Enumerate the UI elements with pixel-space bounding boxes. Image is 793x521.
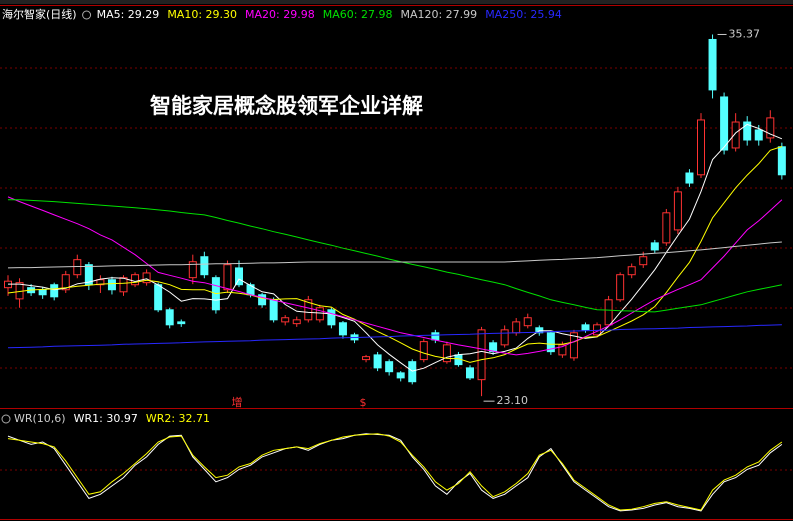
ma-line [8, 199, 783, 313]
wr-line [7, 433, 783, 512]
chart-title: WR(10,6) [14, 412, 66, 425]
extreme-label: 23.10 [497, 394, 529, 407]
candle-body [281, 317, 290, 323]
legend: 海尔智家(日线) MA5: 29.29 MA10: 29.30 MA20: 29.9… [2, 7, 562, 21]
legend-entry: MA20: 29.98 [245, 8, 315, 21]
signal: $ [360, 396, 367, 409]
candle-body [477, 329, 486, 381]
ma-line [7, 324, 782, 349]
candle-body [442, 344, 451, 363]
candle-body [96, 279, 105, 286]
candle-body [142, 272, 151, 284]
candle-body [338, 322, 347, 336]
legend-entry: WR2: 32.71 [146, 412, 210, 425]
candle-body [581, 324, 590, 331]
annotation: 智能家居概念股领军企业详解 [150, 94, 423, 118]
candle-body [61, 274, 70, 291]
candle-body [604, 299, 613, 326]
candle-body [292, 319, 301, 325]
candle-body [315, 307, 324, 321]
candle-body [223, 264, 232, 291]
candle-body [154, 284, 163, 311]
candle-body [107, 279, 116, 291]
candle-body [754, 129, 763, 141]
candle-body [84, 264, 93, 286]
collapse-icon[interactable] [82, 10, 92, 20]
ma-line [7, 241, 782, 269]
candle-body [165, 309, 174, 326]
candle-body [673, 191, 682, 231]
candle-body [188, 261, 197, 279]
candle-body [431, 332, 440, 341]
candle-body [708, 38, 717, 91]
candle-body [50, 284, 59, 298]
candle-body [743, 121, 752, 141]
candle-body [200, 256, 209, 276]
ma-line [8, 123, 783, 372]
candle-body [119, 277, 128, 293]
legend-entry: MA5: 29.29 [97, 8, 160, 21]
candle-body [373, 354, 382, 369]
candle-body [627, 266, 636, 276]
candle-body [500, 329, 509, 346]
legend-entry: WR1: 30.97 [74, 412, 138, 425]
candle-body [558, 344, 567, 356]
candle-body [396, 372, 405, 379]
candle-body [131, 274, 140, 286]
legend-entry: MA120: 27.99 [400, 8, 477, 21]
legend-entry: MA60: 27.98 [323, 8, 393, 21]
candle-body [327, 309, 336, 326]
chart-title: 海尔智家(日线) [2, 7, 77, 21]
candle-body [697, 119, 705, 176]
candle-body [304, 299, 313, 321]
candle-body [466, 367, 474, 379]
candle-body [177, 321, 186, 325]
candle-body [662, 212, 671, 244]
candle-body [766, 117, 775, 139]
candle-body [731, 121, 740, 149]
signal: 增 [232, 395, 243, 409]
candle-body [73, 259, 82, 276]
candle-body [777, 146, 786, 176]
candle-body [650, 242, 659, 251]
candles [4, 34, 786, 397]
legend: WR(10,6) WR1: 30.97 WR2: 32.71 [14, 412, 210, 425]
candle-body [512, 321, 521, 334]
candle-body [720, 96, 729, 151]
candle-body [569, 332, 578, 359]
candle-body [685, 172, 694, 184]
candle-body [546, 332, 555, 353]
candle-body [408, 361, 417, 383]
candle-body [523, 317, 532, 327]
legend-entry: MA250: 25.94 [485, 8, 562, 21]
legend-entry: MA10: 29.30 [167, 8, 237, 21]
candle-body [362, 356, 371, 361]
extreme-label: 35.37 [729, 27, 761, 40]
candle-body [269, 299, 278, 321]
candle-body [419, 341, 428, 361]
candle-body [385, 361, 394, 373]
candle-body [235, 267, 243, 286]
candle-body [489, 342, 498, 353]
candle-body [639, 256, 648, 266]
ma-line [7, 196, 783, 356]
candle-body [258, 294, 267, 306]
collapse-icon[interactable] [1, 414, 11, 424]
wr-line [7, 433, 783, 511]
toolbar-strip [0, 0, 793, 4]
candle-body [38, 289, 47, 296]
ma-line [7, 146, 783, 363]
candle-body [246, 284, 255, 296]
candle-body [616, 274, 625, 301]
